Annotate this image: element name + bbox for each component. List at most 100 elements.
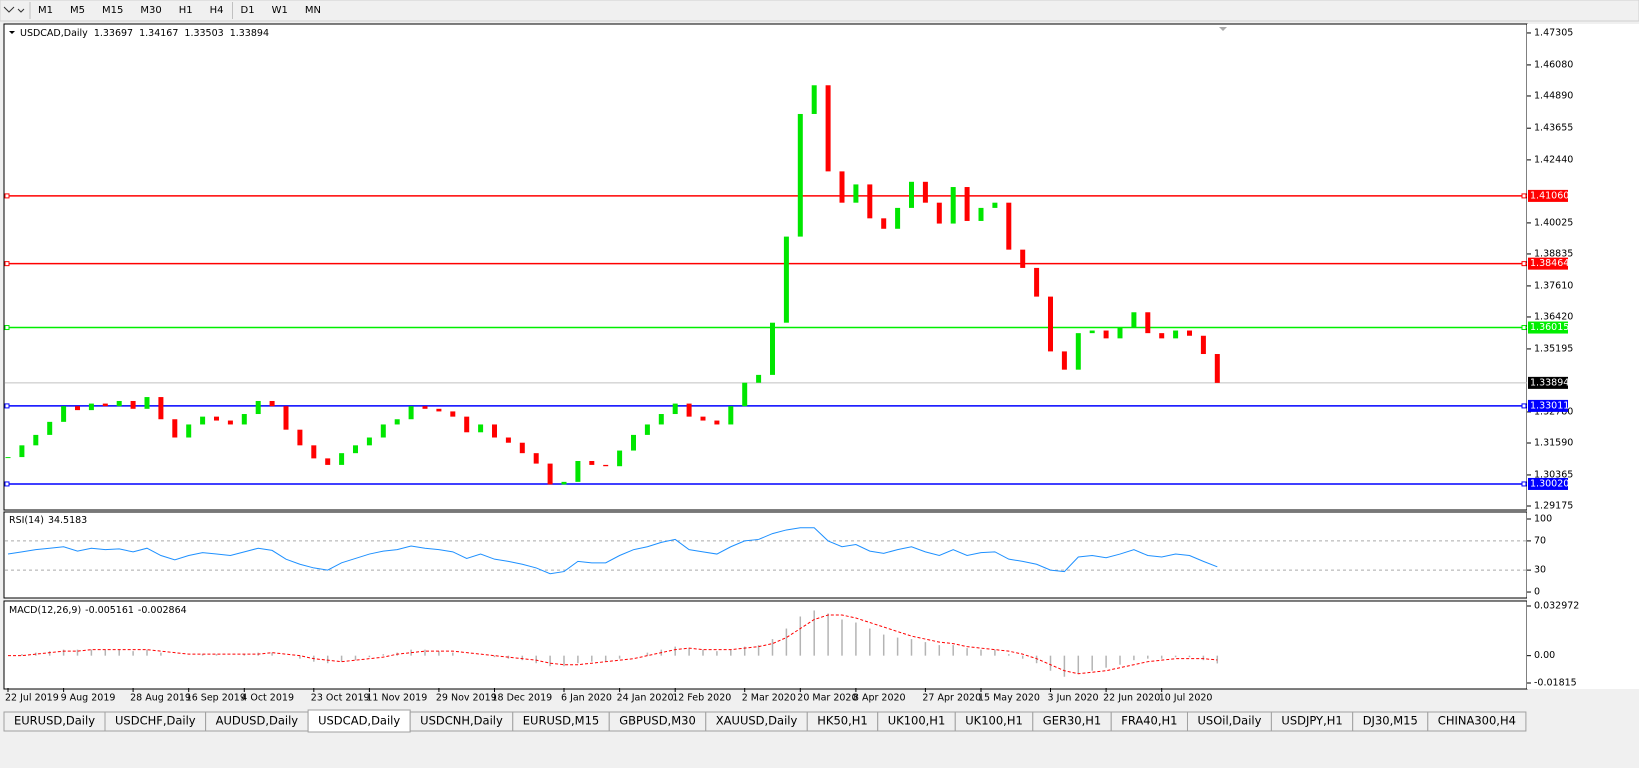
candle xyxy=(116,400,122,407)
indicator-value: 34.5183 xyxy=(48,515,87,526)
level-handle xyxy=(1521,403,1527,409)
chart-tab-label[interactable]: USDJPY,H1 xyxy=(1281,714,1342,728)
candle xyxy=(867,184,873,219)
y-tick-label: 1.30365 xyxy=(1534,469,1573,480)
indicator-header: MACD(12,26,9) -0.005161 -0.002864 xyxy=(9,605,187,616)
shift-marker xyxy=(1219,27,1227,31)
x-tick-label: 12 Feb 2020 xyxy=(672,693,731,704)
chart-tab-label[interactable]: EURUSD,M15 xyxy=(523,714,599,728)
chart-menu[interactable] xyxy=(9,31,15,34)
chart-tab-label[interactable]: GER30,H1 xyxy=(1043,714,1101,728)
candle xyxy=(1006,202,1012,250)
candle xyxy=(1103,330,1109,339)
timeframe-button[interactable]: M5 xyxy=(70,5,85,16)
level-handle xyxy=(4,193,10,199)
timeframe-button[interactable]: M15 xyxy=(102,5,123,16)
chart-tab-label[interactable]: USDCNH,Daily xyxy=(420,714,503,728)
candle xyxy=(811,85,817,114)
y-tick-label: 1.36420 xyxy=(1534,311,1573,322)
timeframe-button[interactable]: H1 xyxy=(179,5,193,16)
candle xyxy=(47,421,53,435)
x-tick-label: 3 Jun 2020 xyxy=(1048,693,1099,704)
level-label-bg xyxy=(1528,399,1568,412)
candle xyxy=(936,202,942,224)
candle xyxy=(339,453,345,465)
chart-tab-label[interactable]: DJ30,M15 xyxy=(1363,714,1418,728)
indicator-value: -0.002864 xyxy=(138,605,187,616)
indicator-name: MACD(12,26,9) xyxy=(9,605,81,616)
y-tick-label: 0 xyxy=(1534,587,1540,598)
timeframe-button[interactable]: W1 xyxy=(272,5,288,16)
candle xyxy=(366,437,372,446)
candle xyxy=(450,411,456,417)
level-label: 1.30020 xyxy=(1530,478,1569,489)
candle xyxy=(561,481,567,485)
chart-tab-label[interactable]: HK50,H1 xyxy=(817,714,867,728)
y-tick-label: -0.01815 xyxy=(1534,677,1577,688)
timeframe-button[interactable]: D1 xyxy=(241,5,255,16)
timeframe-button[interactable]: M30 xyxy=(140,5,161,16)
symbol-label: USDCAD,Daily xyxy=(20,28,88,39)
x-tick-label: 9 Aug 2019 xyxy=(61,693,116,704)
x-tick-label: 2 Mar 2020 xyxy=(742,693,796,704)
chart-tab-label[interactable]: CHINA300,H4 xyxy=(1438,714,1516,728)
candle xyxy=(186,424,192,438)
candle xyxy=(172,419,178,438)
chart-tab-label[interactable]: USOil,Daily xyxy=(1197,714,1261,728)
indicator-name: RSI(14) xyxy=(9,515,44,526)
candle xyxy=(297,429,303,446)
signal-line xyxy=(8,614,1218,675)
candle xyxy=(825,85,831,172)
level-label: 1.33011 xyxy=(1530,400,1569,411)
candle xyxy=(992,202,998,208)
timeframe-button[interactable]: H4 xyxy=(210,5,224,16)
toolbar-icon[interactable] xyxy=(3,6,25,13)
candle xyxy=(1061,351,1067,370)
chart-tab-label[interactable]: FRA40,H1 xyxy=(1121,714,1177,728)
candle xyxy=(19,445,25,458)
candle xyxy=(533,453,539,464)
candle xyxy=(325,458,331,465)
timeframe-button[interactable]: MN xyxy=(305,5,321,16)
chart-tab-label[interactable]: GBPUSD,M30 xyxy=(619,714,696,728)
chart-tab-label[interactable]: USDCHF,Daily xyxy=(115,714,196,728)
x-tick-label: 24 Jan 2020 xyxy=(617,693,674,704)
candle xyxy=(1159,333,1165,339)
chart-tab-label[interactable]: XAUUSD,Daily xyxy=(716,714,798,728)
chart-tab-label[interactable]: EURUSD,Daily xyxy=(14,714,95,728)
level-handle xyxy=(4,403,10,409)
candle xyxy=(631,434,636,451)
chart-tab-label[interactable]: UK100,H1 xyxy=(965,714,1023,728)
candle xyxy=(603,464,609,467)
level-handle xyxy=(4,325,10,331)
chart-tab-label[interactable]: AUDUSD,Daily xyxy=(216,714,299,728)
candle xyxy=(200,416,206,425)
candle xyxy=(436,408,442,412)
candle xyxy=(644,424,650,435)
candle xyxy=(75,406,80,411)
candle xyxy=(547,463,553,485)
candle xyxy=(214,416,219,421)
chart-tab[interactable] xyxy=(1427,711,1527,732)
y-tick-label: 1.29175 xyxy=(1534,500,1573,511)
candle xyxy=(978,207,984,221)
candle xyxy=(714,420,720,425)
x-tick-label: 11 Nov 2019 xyxy=(366,693,427,704)
indicator-header: RSI(14) 34.5183 xyxy=(9,515,87,526)
chart-tab-label[interactable]: UK100,H1 xyxy=(888,714,946,728)
x-tick-label: 15 May 2020 xyxy=(978,693,1040,704)
timeframe-button[interactable]: M1 xyxy=(38,5,53,16)
candle xyxy=(1131,312,1137,328)
chart-tab-label[interactable]: USDCAD,Daily xyxy=(318,714,400,728)
x-tick-label: 29 Nov 2019 xyxy=(436,693,497,704)
level-label: 1.36015 xyxy=(1530,322,1569,333)
candle xyxy=(158,397,164,420)
candle xyxy=(102,403,108,407)
level-label-bg xyxy=(1528,321,1568,334)
candle xyxy=(408,406,414,420)
candle xyxy=(964,187,970,221)
toolbar xyxy=(0,0,1639,22)
price-panel xyxy=(3,23,1528,511)
candle xyxy=(839,171,845,203)
